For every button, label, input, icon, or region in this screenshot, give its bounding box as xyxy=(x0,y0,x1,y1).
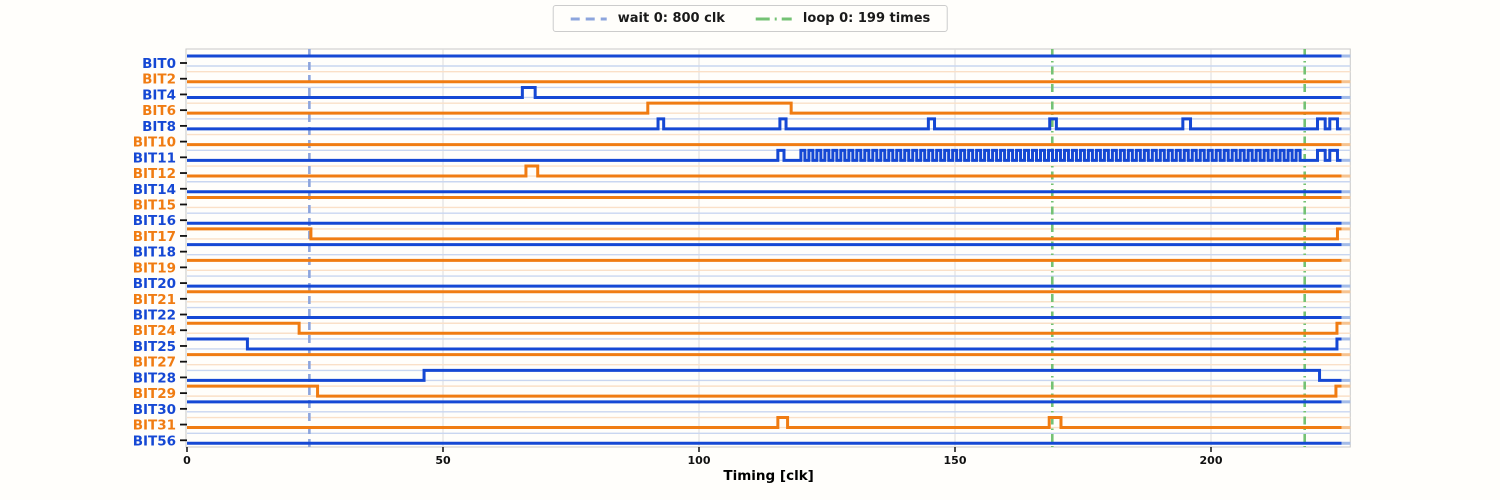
signal-trace-BIT6 xyxy=(187,101,1342,115)
signal-trace-BIT31 xyxy=(187,416,1342,430)
plot-border xyxy=(185,48,1351,448)
legend-item-loop: loop 0: 199 times xyxy=(755,11,930,26)
y-tick-label-BIT31: BIT31 xyxy=(133,418,176,434)
y-tick-label-BIT20: BIT20 xyxy=(133,276,176,292)
y-tick-label-BIT28: BIT28 xyxy=(133,370,176,386)
y-tick-label-BIT12: BIT12 xyxy=(133,166,176,182)
signal-trace-BIT25 xyxy=(187,337,1342,351)
y-tick-label-BIT14: BIT14 xyxy=(133,182,176,198)
signal-trace-BIT4 xyxy=(187,85,1342,99)
y-tick-label-BIT24: BIT24 xyxy=(133,323,176,339)
y-tick-label-BIT16: BIT16 xyxy=(133,213,176,229)
y-tick-label-BIT27: BIT27 xyxy=(133,355,176,371)
signal-trace-BIT8 xyxy=(187,117,1342,131)
signal-trace-BIT11 xyxy=(187,148,1342,162)
signal-trace-BIT24 xyxy=(187,321,1342,335)
x-tick-label-200: 200 xyxy=(1200,454,1223,467)
x-axis-title: Timing [clk] xyxy=(723,468,813,484)
y-tick-label-BIT6: BIT6 xyxy=(142,103,176,119)
legend: wait 0: 800 clk loop 0: 199 times xyxy=(552,5,948,32)
legend-item-wait: wait 0: 800 clk xyxy=(570,11,725,26)
y-tick-label-BIT15: BIT15 xyxy=(133,197,176,213)
y-tick-label-BIT17: BIT17 xyxy=(133,229,176,245)
x-tick-label-100: 100 xyxy=(688,454,711,467)
signal-trace-BIT29 xyxy=(187,384,1342,398)
x-tick-label-50: 50 xyxy=(435,454,451,467)
y-tick-label-BIT18: BIT18 xyxy=(133,245,176,261)
y-tick-label-BIT22: BIT22 xyxy=(133,308,176,324)
loop-line-sample-icon xyxy=(755,17,792,20)
legend-label-loop: loop 0: 199 times xyxy=(802,11,931,26)
y-tick-label-BIT56: BIT56 xyxy=(133,433,176,449)
y-tick-label-BIT10: BIT10 xyxy=(133,135,176,151)
y-tick-label-BIT19: BIT19 xyxy=(133,260,176,276)
signal-trace-BIT12 xyxy=(187,164,1342,178)
wait-line-sample-icon xyxy=(570,17,607,20)
y-tick-label-BIT0: BIT0 xyxy=(142,56,176,72)
y-tick-label-BIT30: BIT30 xyxy=(133,402,176,418)
y-tick-label-BIT2: BIT2 xyxy=(142,72,176,88)
x-tick-label-150: 150 xyxy=(944,454,967,467)
x-tick-label-0: 0 xyxy=(183,454,191,467)
y-tick-label-BIT25: BIT25 xyxy=(133,339,176,355)
legend-label-wait: wait 0: 800 clk xyxy=(617,11,725,26)
y-tick-label-BIT29: BIT29 xyxy=(133,386,176,402)
y-tick-label-BIT8: BIT8 xyxy=(142,119,176,135)
signal-trace-BIT17 xyxy=(187,227,1342,241)
y-tick-label-BIT21: BIT21 xyxy=(133,292,176,308)
y-tick-label-BIT11: BIT11 xyxy=(133,150,176,166)
signal-trace-BIT28 xyxy=(187,368,1342,382)
y-tick-label-BIT4: BIT4 xyxy=(142,87,176,103)
